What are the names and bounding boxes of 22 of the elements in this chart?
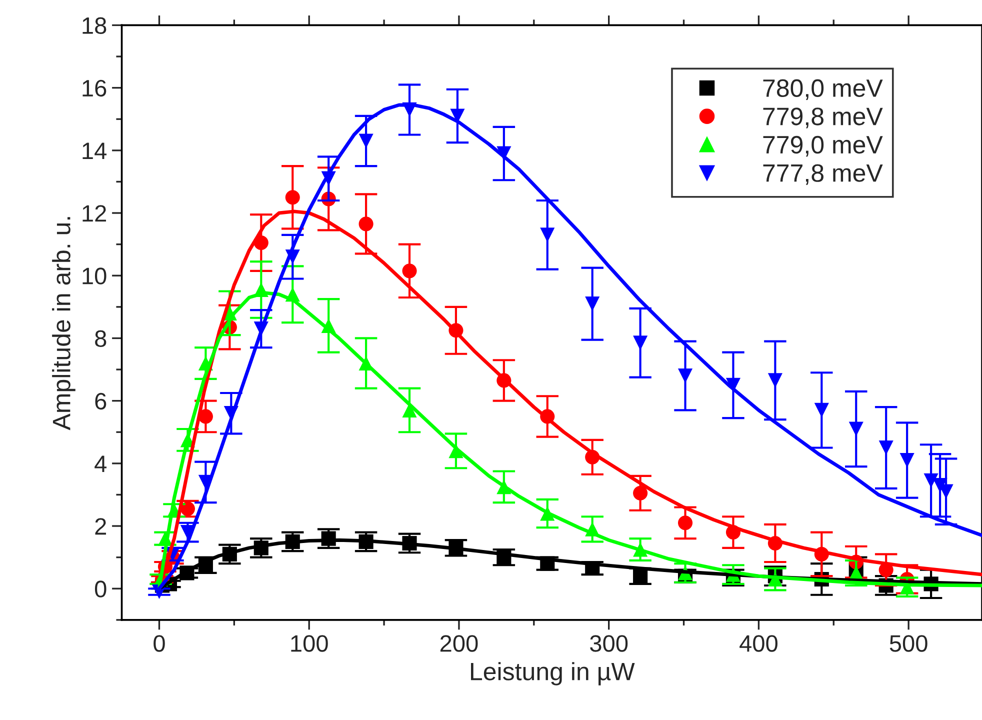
y-tick-label: 18 — [82, 17, 106, 34]
y-tick-label: 2 — [95, 518, 106, 535]
x-tick-label: 500 — [890, 635, 928, 652]
y-tick-label: 14 — [82, 142, 106, 159]
y-tick-label: 16 — [82, 80, 106, 97]
legend-label: 777,8 meV — [763, 164, 883, 185]
x-axis-title: Leistung in µW — [471, 662, 635, 686]
legend-label: 779,8 meV — [763, 108, 883, 128]
x-tick-label: 200 — [440, 635, 478, 652]
x-tick-label: 400 — [740, 635, 778, 652]
legend-label: 779,0 meV — [763, 136, 883, 157]
y-tick-label: 12 — [82, 205, 106, 222]
x-tick-label: 300 — [590, 635, 628, 652]
y-tick-label: 10 — [82, 268, 106, 284]
x-tick-label: 0 — [154, 635, 165, 652]
y-tick-label: 4 — [94, 456, 106, 472]
y-tick-label: 0 — [94, 580, 106, 598]
y-axis-title: Amplitude in arb. u. — [52, 217, 76, 430]
legend-label: 780,0 meV — [763, 79, 883, 100]
y-tick-label: 6 — [95, 392, 106, 410]
y-tick-label: 8 — [95, 330, 106, 347]
x-tick-label: 100 — [291, 635, 328, 652]
